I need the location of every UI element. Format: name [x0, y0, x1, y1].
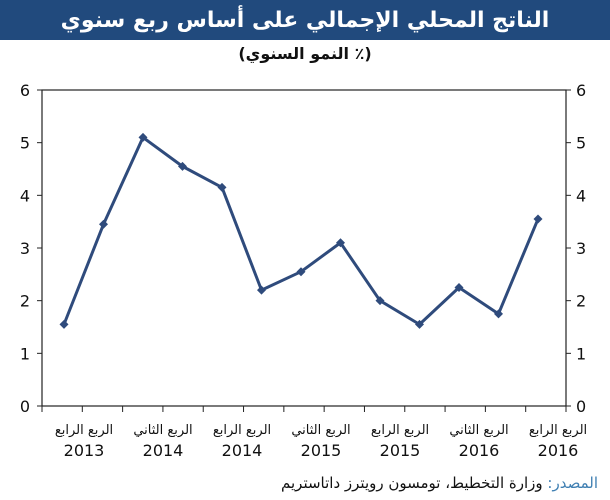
y-tick-label-right: 4: [576, 186, 586, 205]
x-tick-label-year: 2016: [459, 441, 500, 460]
data-point: [454, 283, 464, 292]
x-tick-label-year: 2015: [301, 441, 342, 460]
x-tick-label-quarter: الربع الرابع: [371, 423, 429, 438]
x-tick-label-year: 2015: [380, 441, 421, 460]
y-tick-label-left: 6: [20, 81, 30, 100]
series-line: [62, 135, 540, 326]
source-text: وزارة التخطيط، تومسون رويترز داتاستريم: [281, 474, 548, 492]
x-tick-label-quarter: الربع الرابع: [55, 423, 113, 438]
data-point: [336, 238, 345, 248]
chart-title: الناتج المحلي الإجمالي على أساس ربع سنوي: [0, 0, 610, 40]
data-point: [138, 132, 148, 142]
y-tick-label-left: 5: [20, 134, 30, 153]
y-tick-label-left: 4: [20, 186, 30, 205]
x-tick-label-quarter: الربع الرابع: [213, 423, 271, 438]
y-tick-label-right: 5: [576, 134, 586, 153]
data-point: [59, 319, 69, 329]
data-point: [375, 296, 385, 306]
source-note: المصدر: وزارة التخطيط، تومسون رويترز دات…: [281, 474, 598, 492]
x-tick-label-quarter: الربع الثاني: [449, 423, 508, 438]
data-point: [178, 161, 187, 171]
y-tick-label-left: 3: [20, 239, 30, 258]
y-tick-label-right: 0: [576, 397, 586, 416]
y-tick-label-right: 6: [576, 81, 586, 100]
x-tick-label-year: 2013: [64, 441, 105, 460]
y-tick-label-right: 1: [576, 344, 586, 363]
x-tick-label-quarter: الربع الثاني: [133, 423, 192, 438]
x-tick-label-year: 2014: [222, 441, 263, 460]
y-tick-label-right: 3: [576, 239, 586, 258]
chart-subtitle: (٪ النمو السنوي): [238, 44, 372, 63]
y-tick-label-left: 0: [20, 397, 30, 416]
x-tick-label-quarter: الربع الثاني: [291, 423, 350, 438]
data-point: [415, 319, 424, 329]
y-tick-label-right: 2: [576, 292, 586, 311]
x-tick-label-year: 2014: [143, 441, 184, 460]
data-point: [494, 309, 503, 319]
data-point: [99, 219, 108, 229]
y-tick-label-left: 1: [20, 344, 30, 363]
source-label: المصدر:: [547, 474, 598, 492]
x-tick-label-year: 2016: [538, 441, 579, 460]
x-tick-label-quarter: الربع الرابع: [529, 423, 587, 438]
data-point: [217, 182, 227, 192]
y-tick-label-left: 2: [20, 292, 30, 311]
data-point: [533, 214, 543, 224]
data-point: [257, 285, 266, 295]
plot-frame: [41, 89, 567, 407]
data-point: [296, 267, 306, 277]
